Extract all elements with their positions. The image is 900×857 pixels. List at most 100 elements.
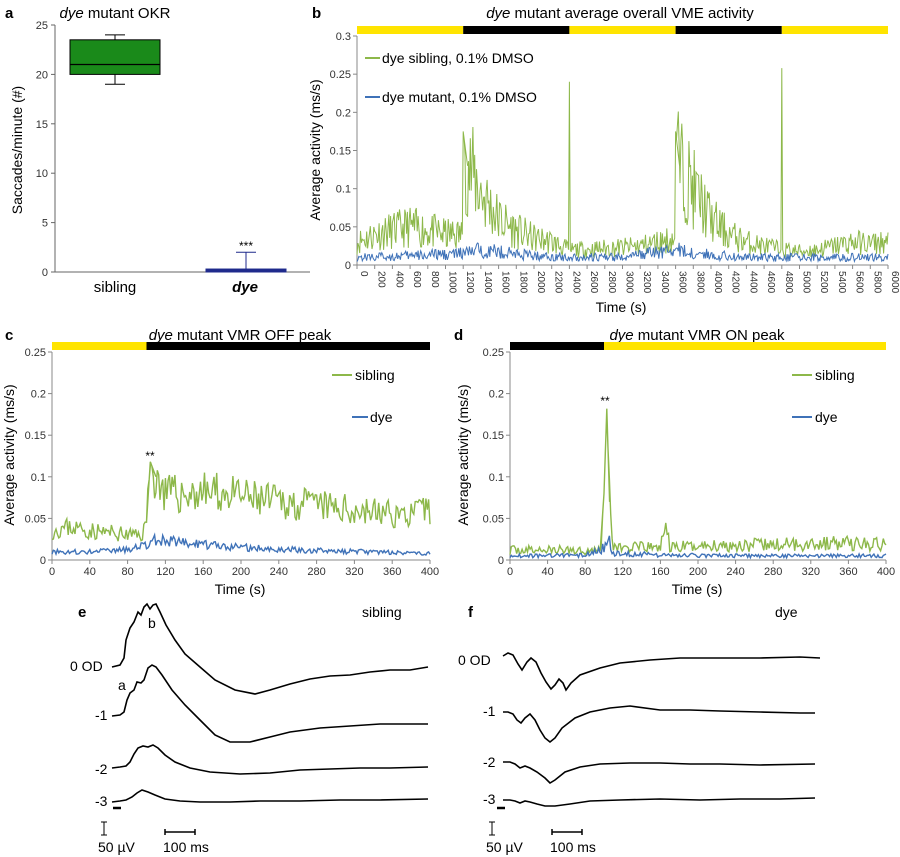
d-axes-y-tick-label-2: 0.1	[489, 472, 504, 484]
panel-d-axes: 0 0.05 0.1 0.15 0.2 0.25 0 40 80 120 160 200 240 280 3…	[483, 342, 895, 578]
b-axes-x-tick-label-29: 5800	[871, 271, 882, 294]
panel-d-legend-sibling: sibling	[815, 367, 855, 383]
c-axes-y-tick-label-0: 0	[40, 555, 46, 567]
erg-dye-minus3	[503, 797, 816, 807]
d-axes-x-tick-label-1: 40	[541, 566, 553, 578]
erg-dye-minus1	[503, 705, 815, 744]
panel-e-scale-voltage: 50 µV	[98, 839, 136, 855]
b-axes-x-tick-label-5: 1000	[447, 271, 458, 294]
c-axes-light-period-1	[146, 342, 430, 350]
panel-f: f dye 0 OD -1 -2 -3 50 µV 100 ms	[458, 604, 821, 855]
d-axes-x-tick-label-0: 0	[507, 566, 513, 578]
b-axes-y-tick-label-3: 0.15	[330, 146, 351, 158]
a-y-tick-label-1: 5	[42, 218, 48, 230]
panel-b-xlabel: Time (s)	[596, 299, 647, 315]
c-axes-y-tick-label-2: 0.1	[31, 472, 46, 484]
panel-letter-e: e	[78, 604, 86, 621]
c-axes-y-tick-label-3: 0.15	[25, 430, 46, 442]
b-axes-x-tick-label-8: 1600	[500, 271, 511, 294]
a-box-dye	[205, 268, 287, 273]
c-axes-x-tick-label-0: 0	[49, 566, 55, 578]
panel-letter-c: c	[5, 327, 13, 344]
panel-b: b dye mutant average overall VME activit…	[307, 5, 900, 315]
panel-e-wave-a: a	[118, 677, 126, 693]
panel-a-title: dye mutant OKR	[60, 5, 171, 22]
panel-b-ylabel: Average activity (ms/s)	[307, 79, 323, 220]
b-axes-y-tick-label-5: 0.25	[330, 69, 351, 81]
b-axes-x-tick-label-28: 5600	[854, 271, 865, 294]
b-axes-series-0	[356, 68, 889, 259]
b-axes-x-tick-label-2: 400	[393, 271, 404, 288]
c-axes-series-0	[51, 461, 431, 542]
panel-d-title: dye mutant VMR ON peak	[609, 327, 785, 344]
d-axes-y-tick-label-4: 0.2	[489, 389, 504, 401]
panel-b-legend-mutant: dye mutant, 0.1% DMSO	[382, 89, 537, 105]
d-axes-y-tick-label-1: 0.05	[483, 513, 504, 525]
panel-a-axes: 0 5 10 15 20 25	[36, 20, 310, 279]
panel-f-trace-label-1: -1	[483, 703, 496, 719]
panel-c-xlabel: Time (s)	[215, 581, 266, 597]
panel-c-title: dye mutant VMR OFF peak	[149, 327, 332, 344]
c-axes-x-tick-label-10: 400	[421, 566, 439, 578]
b-axes-x-tick-label-3: 600	[411, 271, 422, 288]
b-axes-x-tick-label-9: 1800	[517, 271, 528, 294]
b-axes-x-tick-label-10: 2000	[535, 271, 546, 294]
panel-c-legend-dye: dye	[370, 409, 393, 425]
b-axes-y-tick-label-4: 0.2	[336, 107, 351, 119]
d-axes-y-tick-label-5: 0.25	[483, 347, 504, 359]
erg-sibling-minus3	[111, 789, 429, 803]
panel-a-significance: ***	[239, 239, 253, 253]
panel-f-scale-voltage: 50 µV	[486, 839, 524, 855]
c-axes-y-tick-label-4: 0.2	[31, 389, 46, 401]
panel-e-wave-b: b	[148, 615, 156, 631]
d-axes-series-1	[509, 535, 887, 560]
d-axes-x-tick-label-4: 160	[651, 566, 669, 578]
panel-d-ylabel: Average activity (ms/s)	[455, 384, 471, 525]
b-axes-x-tick-label-17: 3400	[659, 271, 670, 294]
c-axes-x-tick-label-8: 320	[345, 566, 363, 578]
b-axes-y-tick-label-1: 0.05	[330, 222, 351, 234]
panel-a-ylabel: Saccades/minute (#)	[9, 86, 25, 214]
a-y-tick-label-4: 20	[36, 69, 48, 81]
panel-d-legend-dye: dye	[815, 409, 838, 425]
b-axes-x-tick-label-18: 3600	[677, 271, 688, 294]
b-axes-light-period-0	[357, 26, 464, 34]
b-axes-y-tick-label-0: 0	[345, 260, 351, 272]
panel-e: e sibling 0 OD -1 -2 -3 a b 50 µV 100 ms	[70, 602, 429, 855]
panel-letter-b: b	[312, 5, 321, 22]
b-axes-x-tick-label-20: 4000	[712, 271, 723, 294]
b-axes-x-tick-label-26: 5200	[818, 271, 829, 294]
b-axes-y-tick-label-6: 0.3	[336, 31, 351, 43]
panel-c-ylabel: Average activity (ms/s)	[1, 384, 17, 525]
b-axes-x-tick-label-0: 0	[358, 271, 369, 277]
panel-letter-d: d	[454, 327, 463, 344]
d-axes-x-tick-label-8: 320	[802, 566, 820, 578]
b-axes-x-tick-label-21: 4200	[730, 271, 741, 294]
b-axes-x-tick-label-13: 2600	[588, 271, 599, 294]
c-axes-series-1	[51, 532, 431, 557]
panel-c-title-italic: dye	[149, 327, 173, 344]
b-axes-light-period-1	[463, 26, 570, 34]
a-y-tick-label-5: 25	[36, 20, 48, 32]
panel-c-title-rest: mutant VMR OFF peak	[173, 327, 332, 344]
d-axes-light-period-1	[604, 342, 886, 350]
panel-b-legend-sibling: dye sibling, 0.1% DMSO	[382, 50, 534, 66]
b-axes-series-1	[356, 242, 889, 264]
panel-a: a dye mutant OKR 0 5 10 15 20 25 Saccades/min…	[5, 5, 310, 296]
panel-c-axes: 0 0.05 0.1 0.15 0.2 0.25 0 40 80 120 160 200 240 280 3…	[25, 342, 439, 578]
panel-d-significance: **	[600, 394, 610, 408]
b-axes-x-tick-label-14: 2800	[606, 271, 617, 294]
panel-e-trace-label-0: 0 OD	[70, 658, 103, 674]
c-axes-x-tick-label-1: 40	[84, 566, 96, 578]
d-axes-series-0	[509, 408, 887, 556]
d-axes-x-tick-label-7: 280	[764, 566, 782, 578]
panel-f-voltage-scale-bar	[489, 821, 495, 836]
b-axes-light-period-3	[675, 26, 782, 34]
d-axes-x-tick-label-9: 360	[839, 566, 857, 578]
panel-letter-f: f	[468, 604, 474, 621]
b-axes-x-tick-label-23: 4600	[765, 271, 776, 294]
c-axes-y-tick-label-1: 0.05	[25, 513, 46, 525]
panel-c-legend-sibling: sibling	[355, 367, 395, 383]
erg-dye-0od	[502, 652, 821, 692]
panel-c-significance: **	[145, 449, 155, 463]
